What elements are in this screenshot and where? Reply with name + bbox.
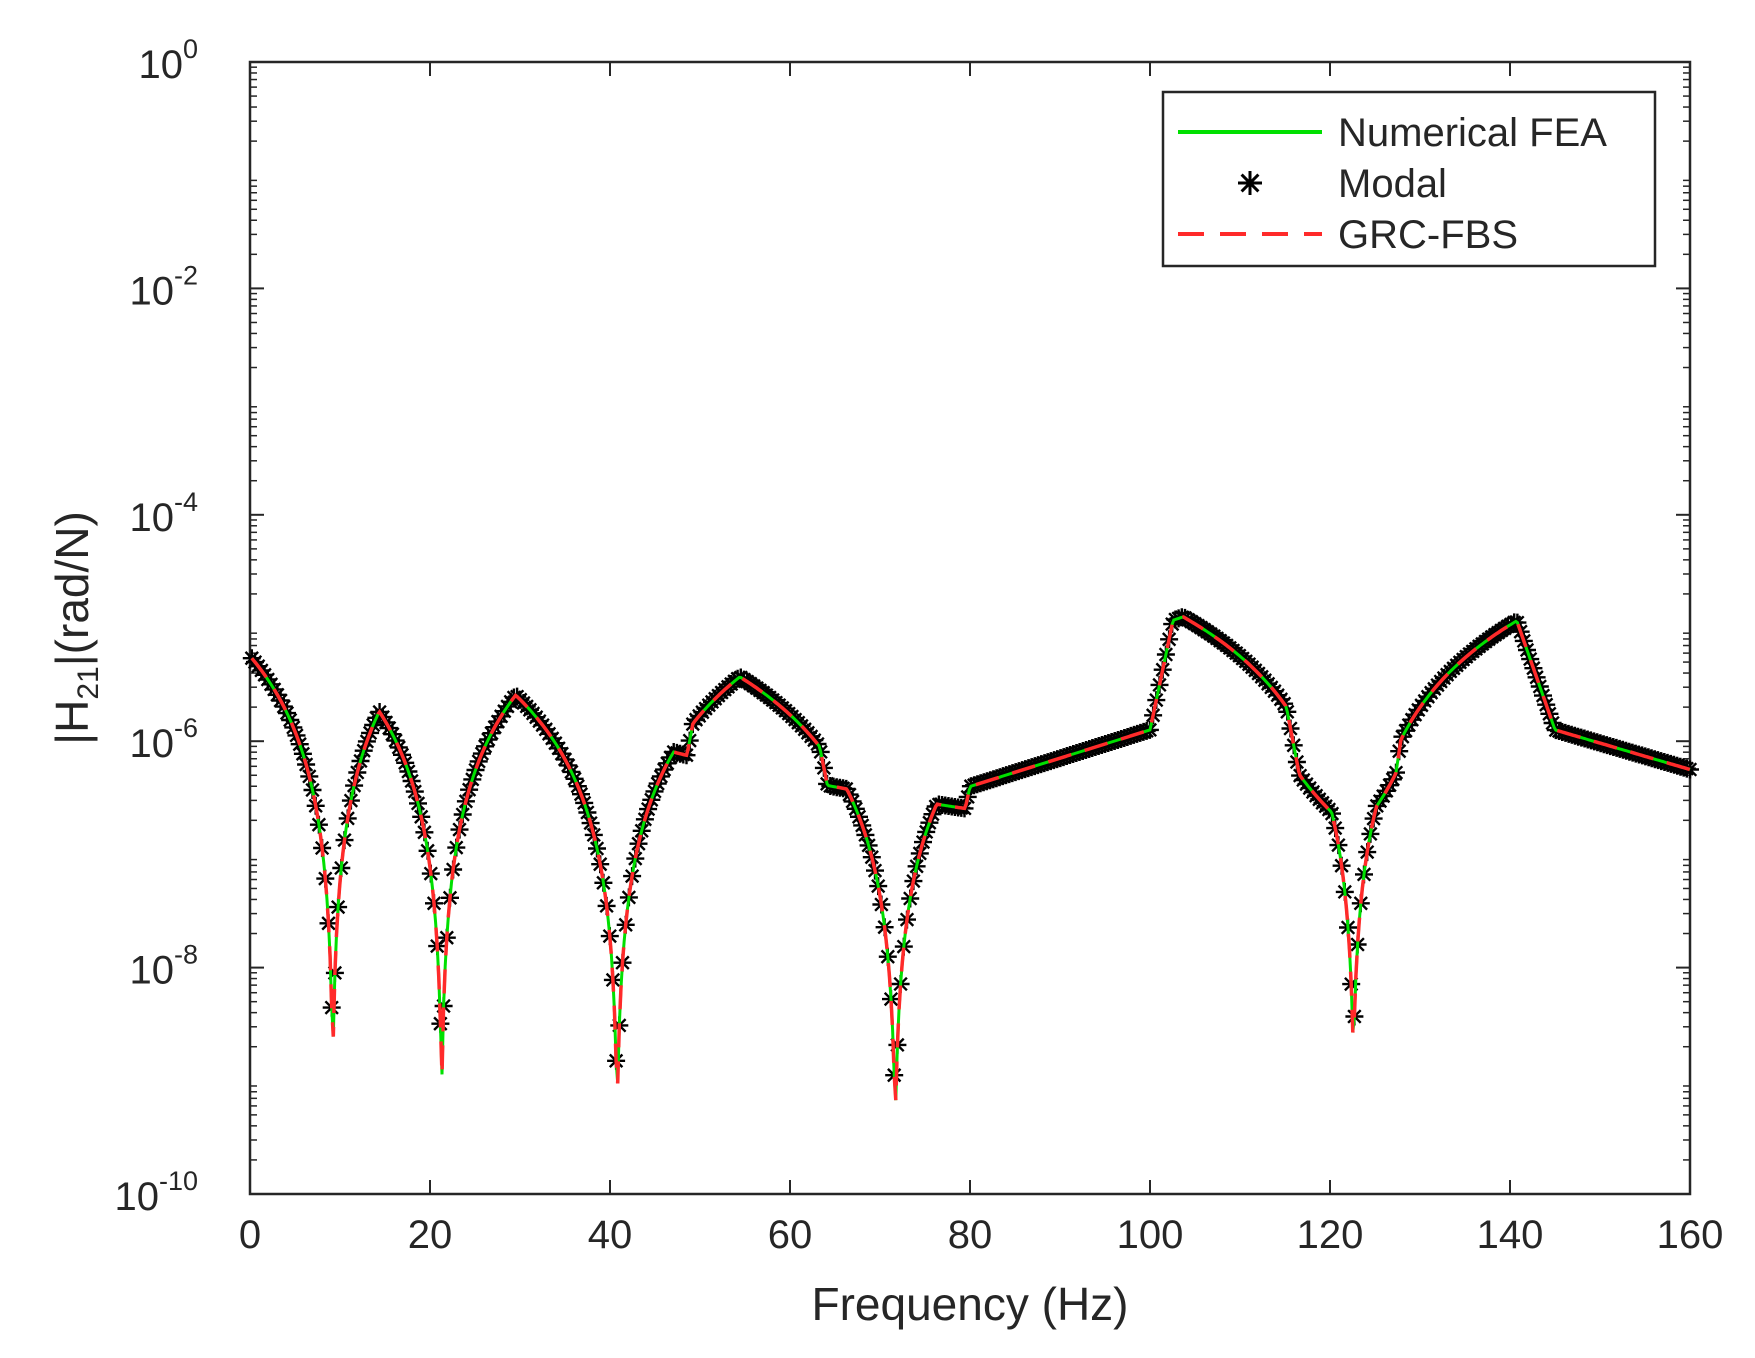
x-axis-ticks: 0 20 40 60 80 100 120 140 160 xyxy=(239,62,1724,1257)
y-tick-base: 10 xyxy=(129,949,174,993)
y-tick-label: 10-4 xyxy=(129,487,198,540)
y-tick-label: 10-2 xyxy=(129,260,198,313)
y-tick-exponent: -6 xyxy=(174,713,198,743)
legend-label-grc-fbs: GRC-FBS xyxy=(1338,213,1518,257)
y-tick-base: 10 xyxy=(129,496,174,540)
y-axis-title-suffix: |(rad/N) xyxy=(46,511,98,666)
x-axis-title: Frequency (Hz) xyxy=(812,1278,1129,1330)
x-tick-label: 60 xyxy=(768,1213,813,1257)
x-tick-label: 100 xyxy=(1117,1213,1184,1257)
y-tick-exponent: -4 xyxy=(174,487,198,517)
y-tick-label: 100 xyxy=(138,34,198,87)
y-tick-base: 10 xyxy=(114,1175,159,1219)
series-grc-fbs xyxy=(250,615,1691,1101)
y-tick-exponent: -2 xyxy=(174,260,198,290)
y-axis-title-subscript: 21 xyxy=(72,666,105,699)
x-tick-label: 20 xyxy=(408,1213,453,1257)
y-tick-exponent: -8 xyxy=(174,940,198,970)
series-layer xyxy=(242,608,1699,1101)
y-axis-title-prefix: |H xyxy=(46,700,98,745)
y-tick-label: 10-10 xyxy=(114,1166,198,1219)
x-tick-label: 120 xyxy=(1297,1213,1364,1257)
x-tick-label: 40 xyxy=(588,1213,633,1257)
legend: Numerical FEA Modal GRC-FBS xyxy=(1161,90,1657,268)
y-axis-title: |H21|(rad/N) xyxy=(46,511,105,745)
legend-swatch-modal xyxy=(1238,171,1262,195)
x-tick-label: 160 xyxy=(1657,1213,1724,1257)
legend-label-fea: Numerical FEA xyxy=(1338,111,1607,155)
y-minor-ticks xyxy=(250,66,1690,1161)
x-tick-label: 140 xyxy=(1477,1213,1544,1257)
x-tick-label: 0 xyxy=(239,1213,261,1257)
y-tick-base: 10 xyxy=(129,722,174,766)
y-tick-base: 10 xyxy=(129,269,174,313)
legend-label-modal: Modal xyxy=(1338,162,1447,206)
y-tick-label: 10-8 xyxy=(129,940,198,993)
y-tick-exponent: 0 xyxy=(183,34,198,64)
y-tick-label: 10-6 xyxy=(129,713,198,766)
y-tick-base: 10 xyxy=(138,43,183,87)
y-tick-exponent: -10 xyxy=(159,1166,198,1196)
x-tick-label: 80 xyxy=(948,1213,993,1257)
